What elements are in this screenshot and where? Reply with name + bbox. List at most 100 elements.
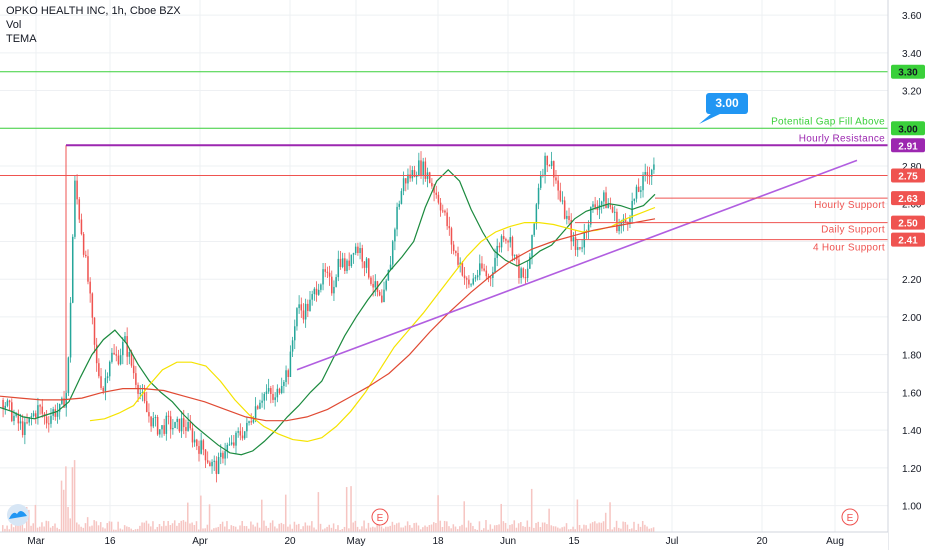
candle-body	[58, 403, 61, 412]
candle-body	[78, 199, 81, 220]
volume-bar	[415, 522, 418, 532]
candle-body	[174, 422, 176, 429]
price-axis[interactable]	[888, 0, 932, 550]
price-tag	[891, 168, 925, 183]
volume-bar	[563, 526, 566, 532]
volume-indicator-label[interactable]: Vol	[6, 19, 22, 31]
volume-bar	[256, 522, 259, 532]
candle-body	[39, 405, 41, 407]
volume-bar	[537, 521, 539, 532]
volume-bar	[361, 526, 363, 532]
candle-body	[293, 326, 296, 341]
candle-body	[230, 442, 233, 445]
candle-body	[350, 254, 353, 267]
candle-body	[80, 219, 83, 235]
volume-bar	[67, 507, 69, 532]
candle-body	[224, 451, 226, 459]
symbol-title[interactable]: OPKO HEALTH INC, 1h, Cboe BZX	[6, 5, 181, 17]
price-tick-label: 1.60	[902, 388, 922, 399]
candle-body	[559, 190, 562, 201]
candle-body	[235, 432, 237, 446]
volume-bar	[639, 526, 642, 532]
volume-bar	[165, 525, 167, 532]
time-tick-label: Mar	[27, 536, 45, 547]
volume-bar	[422, 527, 424, 532]
candle-body	[202, 440, 205, 450]
volume-bar	[339, 529, 341, 532]
volume-bar	[8, 529, 11, 532]
volume-bar	[517, 523, 520, 532]
candle-body	[383, 289, 385, 303]
volume-bar	[99, 522, 102, 532]
volume-bar	[306, 525, 309, 532]
volume-bar	[472, 526, 474, 532]
volume-bar	[615, 520, 618, 532]
volume-bar	[226, 521, 228, 532]
volume-bar	[509, 524, 511, 532]
volume-bar	[245, 526, 248, 532]
volume-bar	[652, 527, 655, 532]
volume-bar	[583, 524, 585, 532]
volume-bar	[182, 520, 185, 532]
volume-bar	[530, 488, 533, 532]
candle-body	[280, 385, 283, 394]
candle-body	[653, 164, 655, 170]
candle-body	[587, 224, 590, 232]
volume-bar	[265, 525, 267, 532]
volume-bar	[535, 522, 537, 532]
volume-bar	[97, 525, 100, 532]
candle-body	[520, 268, 522, 278]
candle-body	[605, 192, 607, 209]
candle-body	[339, 258, 342, 267]
price-tick-label: 1.40	[902, 426, 922, 437]
tema-indicator-label[interactable]: TEMA	[6, 33, 37, 45]
candle-body	[481, 263, 483, 269]
candle-body	[455, 251, 457, 253]
candle-body	[411, 170, 414, 179]
earnings-marker[interactable]	[841, 508, 859, 526]
candle-body	[45, 416, 48, 424]
candle-body	[603, 192, 605, 202]
volume-bar	[2, 525, 4, 532]
volume-bar	[108, 521, 111, 532]
price-tag	[891, 215, 925, 230]
trendline[interactable]	[296, 159, 858, 371]
candle-body	[396, 206, 398, 230]
volume-bar	[224, 526, 226, 532]
candle-body	[256, 406, 259, 409]
candle-body	[650, 169, 653, 177]
candle-body	[24, 422, 26, 435]
volume-bar	[10, 524, 13, 532]
volume-bar	[91, 525, 93, 532]
candle-body	[439, 202, 442, 211]
volume-bar	[570, 529, 572, 532]
earnings-marker[interactable]	[371, 508, 389, 526]
candle-body	[616, 211, 618, 232]
candle-body	[505, 239, 507, 241]
candle-body	[211, 461, 213, 467]
candle-body	[352, 253, 355, 255]
candle-body	[502, 236, 505, 240]
price-tag-label: 2.75	[898, 171, 918, 182]
volume-bar	[341, 529, 344, 532]
volume-bar	[180, 520, 183, 532]
volume-bar	[326, 526, 328, 532]
volume-bar	[250, 521, 252, 532]
time-tick-label: Apr	[192, 536, 208, 547]
volume-bar	[500, 503, 502, 532]
candle-body	[228, 444, 231, 446]
candle-body	[555, 177, 557, 181]
volume-bar	[613, 527, 616, 532]
volume-bar	[633, 521, 635, 532]
volume-bar	[278, 523, 280, 532]
volume-bar	[234, 526, 237, 532]
time-axis[interactable]	[0, 532, 888, 550]
callout-bubble[interactable]	[706, 93, 748, 114]
candle-body	[420, 160, 422, 176]
candle-body	[326, 271, 329, 273]
volume-bar	[130, 528, 132, 532]
volume-bar	[611, 529, 613, 532]
candle-body	[642, 174, 644, 191]
